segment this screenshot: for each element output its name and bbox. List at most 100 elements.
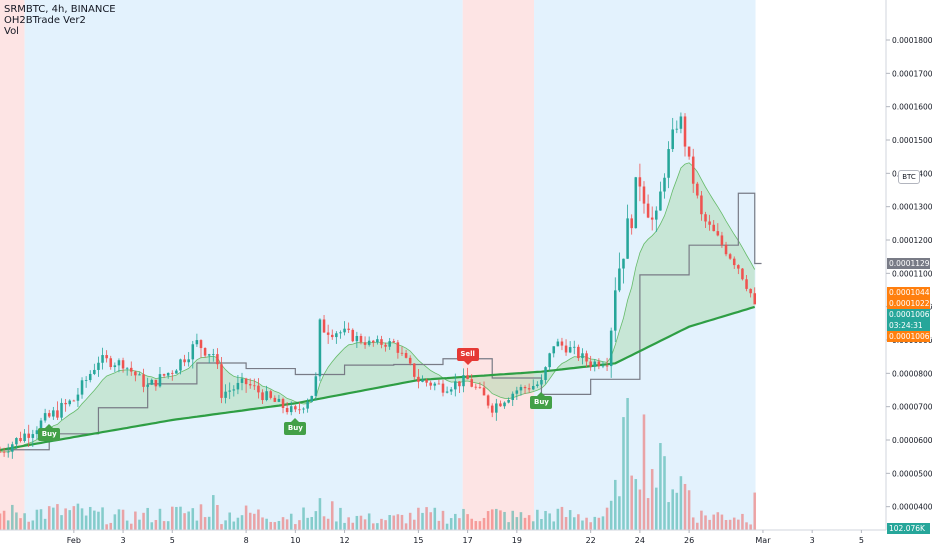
candle bbox=[749, 288, 752, 294]
candle bbox=[23, 433, 26, 442]
candle bbox=[429, 382, 432, 386]
candle bbox=[388, 341, 391, 347]
volume-bar bbox=[19, 518, 22, 530]
volume-bar bbox=[236, 517, 240, 530]
candle bbox=[400, 352, 404, 354]
candle bbox=[503, 402, 506, 407]
volume-bar bbox=[474, 521, 478, 530]
volume-bar bbox=[2, 510, 6, 530]
candle bbox=[19, 438, 22, 442]
volume-bar bbox=[495, 508, 498, 530]
candle bbox=[322, 319, 326, 333]
volume-bar bbox=[737, 519, 740, 530]
candle bbox=[257, 385, 260, 393]
candle bbox=[638, 177, 642, 187]
time-tick-label: 3 bbox=[810, 536, 815, 545]
volume-bar bbox=[326, 518, 330, 530]
candles bbox=[0, 112, 757, 459]
volume-bar bbox=[171, 506, 174, 530]
volume-bar bbox=[663, 456, 666, 530]
candle bbox=[367, 340, 371, 345]
volume-bar bbox=[355, 515, 359, 530]
volume-bar bbox=[330, 501, 334, 530]
price-label: 0.00010440 bbox=[887, 286, 932, 298]
volume-bar bbox=[445, 523, 449, 530]
candle bbox=[236, 382, 240, 390]
volume-bar bbox=[195, 520, 199, 530]
candle bbox=[60, 402, 63, 418]
candle bbox=[0, 451, 2, 453]
candle bbox=[605, 365, 609, 367]
currency-badge[interactable]: BTC bbox=[898, 170, 920, 184]
candle bbox=[585, 353, 588, 362]
mid-step-line bbox=[0, 192, 762, 451]
price-label: 03:24:31 bbox=[887, 319, 930, 331]
volume-bar bbox=[720, 514, 724, 530]
volume-bar bbox=[101, 507, 104, 530]
volume-bar bbox=[146, 507, 149, 530]
volume-bar bbox=[507, 522, 510, 530]
candle bbox=[171, 372, 174, 374]
candle bbox=[146, 384, 149, 387]
volume-bar bbox=[667, 502, 670, 530]
volume-bar bbox=[486, 511, 490, 530]
volume-bar bbox=[117, 509, 121, 530]
volume-bar bbox=[437, 520, 441, 530]
volume-bar bbox=[655, 487, 658, 530]
candle bbox=[499, 403, 502, 407]
volume-bar bbox=[56, 504, 59, 530]
volume-bar bbox=[281, 517, 285, 530]
volume-bar bbox=[335, 521, 338, 530]
volume-bar bbox=[207, 516, 211, 530]
volume-bar bbox=[121, 509, 125, 530]
volume-bar bbox=[696, 522, 699, 530]
candle bbox=[224, 391, 227, 398]
candle bbox=[630, 218, 633, 229]
ema-line bbox=[0, 305, 756, 452]
candle bbox=[454, 381, 457, 390]
volume-bar bbox=[257, 509, 260, 530]
time-tick-label: 8 bbox=[244, 536, 249, 545]
candle bbox=[347, 328, 350, 330]
volume-bar bbox=[646, 498, 650, 530]
candle bbox=[212, 354, 215, 355]
candle bbox=[634, 177, 638, 229]
candle bbox=[572, 346, 576, 348]
candle bbox=[138, 374, 141, 376]
volume-bar bbox=[347, 517, 350, 530]
candle bbox=[166, 372, 170, 376]
volume-bar bbox=[97, 511, 100, 530]
candle bbox=[712, 224, 715, 232]
candle bbox=[261, 392, 264, 401]
volume-bar bbox=[536, 509, 539, 530]
volume-bar bbox=[384, 520, 387, 530]
candle bbox=[306, 401, 309, 409]
time-tick-label: 3 bbox=[121, 536, 126, 545]
candle bbox=[687, 146, 691, 157]
volume-bar bbox=[162, 521, 166, 530]
candle bbox=[433, 383, 437, 386]
candle bbox=[675, 128, 679, 130]
candle bbox=[728, 254, 732, 259]
time-tick-label: Mar bbox=[755, 536, 771, 545]
candle bbox=[6, 451, 10, 453]
candle bbox=[228, 390, 231, 392]
candle bbox=[351, 329, 355, 342]
volume-bar bbox=[556, 508, 560, 530]
candle bbox=[150, 379, 154, 385]
candle bbox=[179, 359, 182, 371]
price-tick-label: 0.00004000 bbox=[892, 503, 932, 512]
candle bbox=[253, 385, 256, 387]
volume-bar bbox=[253, 513, 256, 530]
candle bbox=[298, 409, 301, 411]
candle bbox=[507, 400, 510, 403]
volume-bar bbox=[605, 507, 609, 530]
volume-bar bbox=[68, 510, 72, 530]
candle bbox=[244, 378, 248, 385]
candle bbox=[650, 217, 654, 220]
